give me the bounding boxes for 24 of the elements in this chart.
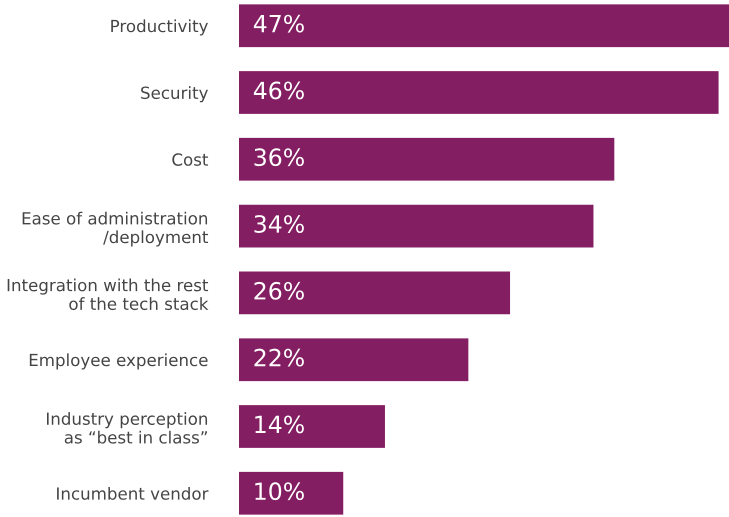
y-tick-label: Employee experience (30, 353, 208, 370)
data-label: 47% (254, 14, 304, 33)
bar (239, 338, 468, 382)
y-tick-label: Productivity (111, 19, 208, 36)
y-tick-label: Incumbent vendor (57, 486, 208, 500)
data-label: 26% (254, 282, 304, 300)
bar (239, 138, 614, 181)
bar (239, 204, 594, 248)
y-tick-label: Security (141, 86, 208, 102)
y-tick-label: Industry perception as “best in class” (46, 412, 208, 444)
data-label: 22% (254, 348, 304, 367)
y-tick-label: Ease of administration /deployment (22, 212, 208, 246)
data-label: 36% (254, 148, 304, 166)
bar (239, 272, 510, 314)
data-label: 46% (254, 82, 304, 100)
bar (239, 71, 719, 114)
y-tick-label: Cost (172, 153, 208, 166)
bar (239, 472, 344, 515)
y-tick-label: Integration with the rest of the tech stack (8, 278, 208, 310)
data-label: 10% (255, 482, 304, 500)
bar (239, 4, 729, 48)
data-label: 34% (254, 215, 304, 233)
data-label: 14% (255, 415, 304, 434)
bar (239, 405, 385, 448)
